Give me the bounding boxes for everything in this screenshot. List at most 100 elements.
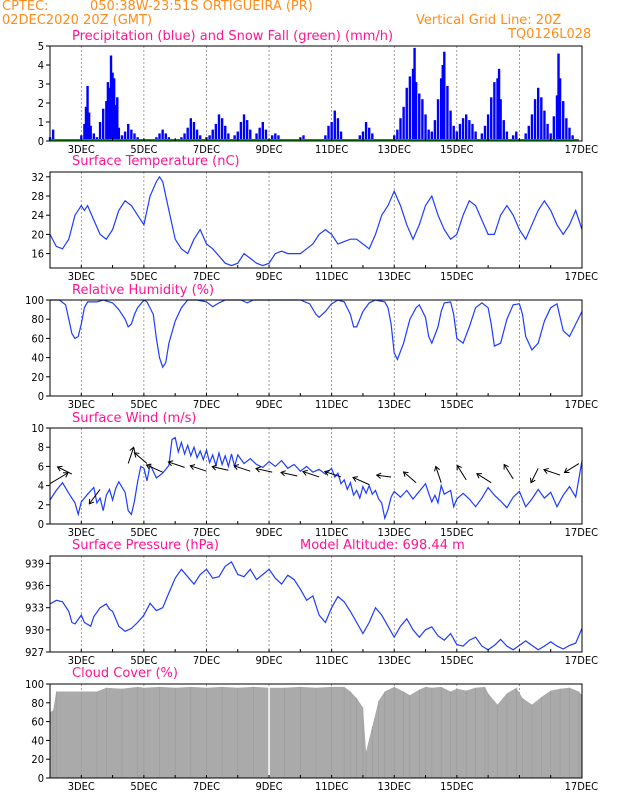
precip-ytick-label: 5 [38, 40, 44, 53]
wind-vector-head [434, 465, 440, 472]
precip-bar [411, 68, 415, 141]
wind-vector-shaft [49, 472, 69, 485]
pres-ytick-label: 930 [25, 624, 44, 637]
wind-vector-shaft [88, 489, 101, 505]
precip-bar [433, 120, 437, 141]
cloud-ytick-label: 40 [31, 734, 44, 747]
precip-bar [455, 131, 459, 141]
wind-vector-head [456, 464, 462, 471]
wind-vector-arrow [49, 472, 69, 485]
precip-bar [164, 133, 167, 141]
temp-ytick-label: 32 [31, 171, 44, 184]
wind-vector-arrow [476, 473, 492, 484]
precip-bar [536, 87, 540, 141]
precip-bar [408, 76, 412, 141]
precip-bar [233, 135, 236, 141]
cloud-xtick-label: 7DEC [193, 780, 220, 793]
wind-vector-head [503, 463, 509, 470]
precip-bar [511, 135, 515, 141]
wind-vector-head [88, 498, 95, 505]
wind-vector-head [62, 472, 69, 478]
precip-bar [436, 99, 440, 141]
precip-bar [452, 125, 455, 141]
cloud-xtick-label: 9DEC [256, 780, 283, 793]
wind-vector-arrow [375, 472, 392, 479]
precip-bar [368, 127, 371, 141]
cloud-xtick-label: 11DEC [315, 780, 348, 793]
precip-bar [111, 72, 114, 141]
precip-bar [109, 55, 113, 141]
header-code: TQ0126L028 [508, 27, 592, 42]
cloud-xtick-label: 5DEC [130, 780, 157, 793]
cloud-ytick-label: 20 [31, 753, 44, 766]
precip-bar [555, 95, 559, 141]
precip-xtick-label: 9DEC [256, 143, 283, 156]
precip-xtick-label: 11DEC [315, 143, 348, 156]
precip-bar [220, 118, 224, 141]
wind-ytick-label: 6 [38, 460, 44, 473]
rh-panel [46, 299, 583, 397]
pres-xtick-label: 7DEC [193, 654, 220, 667]
precip-bar [324, 135, 327, 141]
precip-bar [449, 110, 452, 141]
wind-vector-arrow [302, 469, 320, 478]
wind-vector-head [352, 476, 359, 482]
precip-bar [108, 87, 111, 141]
precip-bar [127, 123, 130, 141]
wind-vector-arrow [529, 468, 539, 484]
pres-xtick-label: 3DEC [68, 654, 95, 667]
precip-bar [427, 129, 430, 141]
wind-vector-shaft [134, 452, 148, 464]
precip-bar [339, 131, 343, 141]
pres-xtick-label: 17DEC [565, 654, 598, 667]
wind-xtick-label: 7DEC [193, 526, 220, 539]
wind-vector-shaft [503, 464, 514, 480]
precip-bar [557, 53, 560, 141]
rh-xtick-label: 9DEC [256, 398, 283, 411]
precip-bar [161, 129, 164, 141]
wind-vector-head [302, 469, 308, 476]
precip-bar [258, 127, 261, 141]
precip-xtick-label: 5DEC [130, 143, 157, 156]
wind-xtick-label: 3DEC [68, 526, 95, 539]
precip-bar [84, 106, 88, 141]
precip-bar [483, 125, 487, 141]
wind-vector-arrow [233, 464, 251, 472]
header-source: CPTEC: [2, 0, 49, 14]
rh-line [50, 299, 583, 369]
precip-bar [105, 101, 108, 141]
precip-bar [543, 110, 546, 141]
pres-ytick-label: 936 [25, 580, 44, 593]
precip-bar [133, 133, 136, 141]
precip-bar [102, 108, 105, 141]
pres-frame [49, 555, 583, 653]
wind-vector-arrow [133, 452, 148, 464]
rh-xtick-label: 17DEC [565, 398, 598, 411]
precip-ytick-label: 4 [38, 59, 44, 72]
pres-xtick-label: 13DEC [378, 654, 411, 667]
wind-vector-shaft [376, 474, 392, 478]
precip-bar [571, 135, 574, 141]
precip-bar [83, 123, 86, 141]
wind-vector-shaft [146, 464, 163, 473]
cloud-xtick-label: 17DEC [565, 780, 598, 793]
temp-ytick-label: 24 [31, 209, 44, 222]
wind-vector-arrow [255, 466, 273, 473]
wind-vector-head [280, 470, 286, 477]
wind-vector-arrow [88, 489, 101, 505]
precip-bar [336, 118, 340, 141]
wind-vector-arrow [543, 467, 561, 476]
temp-ytick-label: 20 [31, 228, 44, 241]
rh-xtick-label: 11DEC [315, 398, 348, 411]
precip-bar [497, 68, 501, 141]
wind-vector-shaft [168, 461, 185, 468]
precip-bar [274, 133, 277, 141]
cloud-ytick-label: 80 [31, 697, 44, 710]
precip-bar [236, 131, 239, 141]
precip-bar [116, 97, 119, 141]
precip-bar [421, 99, 424, 141]
wind-vector-shaft [403, 471, 417, 484]
pres-ytick-label: 933 [25, 602, 44, 615]
precip-bar [441, 65, 444, 141]
precip-ytick-label: 1 [38, 116, 44, 129]
